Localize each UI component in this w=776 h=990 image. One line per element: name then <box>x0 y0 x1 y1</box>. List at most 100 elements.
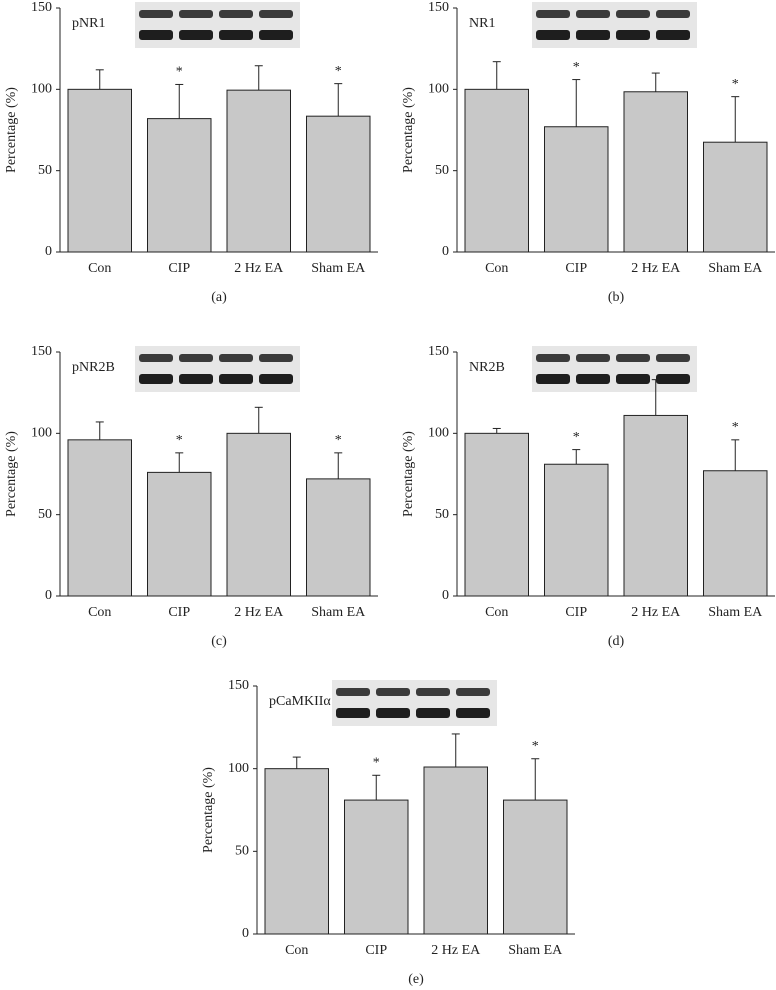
significance-marker: * <box>732 77 739 92</box>
blot-band <box>616 30 650 40</box>
bar <box>423 766 488 935</box>
blot-band <box>456 708 490 718</box>
x-tick-label: CIP <box>168 605 190 620</box>
x-tick-label: Sham EA <box>508 943 563 958</box>
y-tick-label: 50 <box>38 163 52 178</box>
bar <box>67 88 132 253</box>
x-tick-label: CIP <box>365 943 387 958</box>
blot-background <box>135 346 300 392</box>
y-axis-label: Percentage (%) <box>401 87 416 173</box>
bar <box>344 799 409 935</box>
blot-band <box>576 354 610 362</box>
blot-band <box>336 688 370 696</box>
x-tick-label: Sham EA <box>311 261 366 276</box>
blot-band <box>139 10 173 18</box>
blot-band <box>139 374 173 384</box>
y-tick-label: 150 <box>228 678 249 693</box>
bar <box>503 799 568 935</box>
blot-band <box>219 374 253 384</box>
blot-band <box>576 30 610 40</box>
y-tick-label: 0 <box>45 244 52 259</box>
x-tick-label: Sham EA <box>708 605 763 620</box>
y-tick-label: 50 <box>38 507 52 522</box>
protein-label: NR1 <box>469 16 495 31</box>
x-tick-label: Con <box>88 261 111 276</box>
significance-marker: * <box>176 433 183 448</box>
significance-marker: * <box>532 739 539 754</box>
bar <box>147 471 212 597</box>
blot-band <box>576 10 610 18</box>
blot-background <box>532 346 697 392</box>
y-tick-label: 100 <box>31 82 52 97</box>
y-tick-label: 100 <box>228 761 249 776</box>
significance-marker: * <box>373 755 380 770</box>
bar <box>226 432 291 597</box>
y-axis-label: Percentage (%) <box>401 431 416 517</box>
x-tick-label: Con <box>485 261 508 276</box>
panel-label: (b) <box>608 290 625 305</box>
bar <box>623 414 688 597</box>
x-tick-label: 2 Hz EA <box>431 943 481 958</box>
x-tick-label: Sham EA <box>311 605 366 620</box>
blot-band <box>259 354 293 362</box>
blot-band <box>616 10 650 18</box>
x-tick-label: Con <box>485 605 508 620</box>
protein-label: pNR1 <box>72 16 105 31</box>
bar <box>703 470 768 597</box>
bar <box>703 141 768 253</box>
x-tick-label: Con <box>285 943 308 958</box>
blot-band <box>179 30 213 40</box>
bar <box>306 115 371 253</box>
y-tick-label: 100 <box>31 426 52 441</box>
significance-marker: * <box>335 64 342 79</box>
significance-marker: * <box>573 430 580 445</box>
blot-band <box>616 374 650 384</box>
y-tick-label: 0 <box>442 588 449 603</box>
blot-band <box>416 708 450 718</box>
blot-band <box>536 374 570 384</box>
blot-band <box>656 10 690 18</box>
x-tick-label: CIP <box>565 605 587 620</box>
bar <box>544 463 609 597</box>
bar <box>544 126 609 253</box>
y-tick-label: 50 <box>435 507 449 522</box>
blot-band <box>656 374 690 384</box>
y-tick-label: 0 <box>45 588 52 603</box>
y-tick-label: 150 <box>31 344 52 359</box>
blot-band <box>656 354 690 362</box>
y-axis-label: Percentage (%) <box>201 767 216 853</box>
protein-label: NR2B <box>469 360 505 375</box>
y-axis-label: Percentage (%) <box>4 431 19 517</box>
blot-band <box>219 30 253 40</box>
blot-band <box>656 30 690 40</box>
bar <box>464 432 529 597</box>
blot-background <box>135 2 300 48</box>
blot-band <box>179 10 213 18</box>
x-tick-label: 2 Hz EA <box>631 605 681 620</box>
y-tick-label: 150 <box>428 0 449 15</box>
x-tick-label: Sham EA <box>708 261 763 276</box>
y-tick-label: 150 <box>428 344 449 359</box>
x-tick-label: 2 Hz EA <box>234 261 284 276</box>
bar <box>306 478 371 597</box>
y-tick-label: 0 <box>242 926 249 941</box>
y-tick-label: 100 <box>428 426 449 441</box>
bar <box>67 439 132 597</box>
panel-label: (e) <box>408 972 424 987</box>
significance-marker: * <box>176 65 183 80</box>
bar <box>147 118 212 253</box>
blot-band <box>416 688 450 696</box>
blot-band <box>219 10 253 18</box>
significance-marker: * <box>732 420 739 435</box>
blot-band <box>456 688 490 696</box>
x-tick-label: CIP <box>565 261 587 276</box>
y-tick-label: 0 <box>442 244 449 259</box>
blot-band <box>179 374 213 384</box>
blot-band <box>536 10 570 18</box>
significance-marker: * <box>335 433 342 448</box>
blot-band <box>576 374 610 384</box>
y-tick-label: 50 <box>435 163 449 178</box>
y-tick-label: 150 <box>31 0 52 15</box>
x-tick-label: Con <box>88 605 111 620</box>
